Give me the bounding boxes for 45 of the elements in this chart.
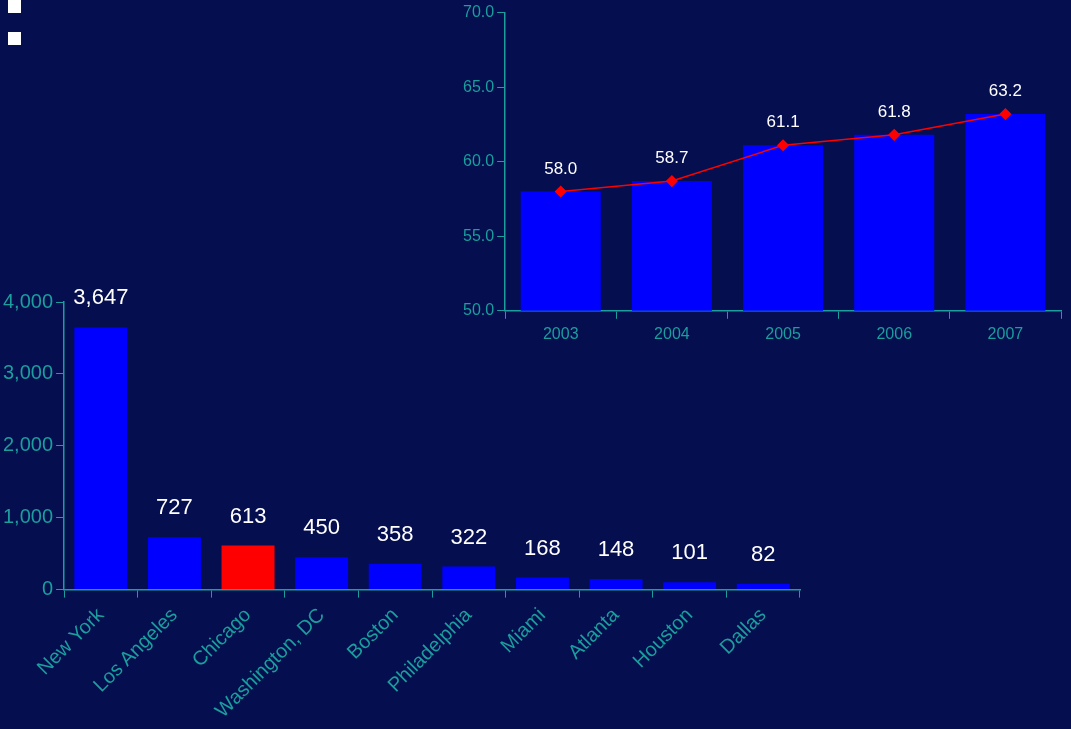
y-tick-label: 60.0 — [463, 152, 495, 170]
data-label: 358 — [376, 520, 414, 546]
y-tick-label: 65.0 — [463, 77, 495, 95]
y-tick-label: 1,000 — [2, 505, 54, 528]
data-label: 58.7 — [655, 148, 689, 168]
bar — [295, 557, 349, 590]
x-tick-label: 2005 — [765, 324, 801, 342]
bar — [368, 563, 422, 590]
data-label: 61.8 — [877, 102, 911, 122]
x-tick-label: 2003 — [542, 324, 579, 342]
point — [999, 108, 1012, 120]
bar — [147, 537, 201, 590]
data-label: 148 — [597, 536, 635, 562]
bar — [74, 327, 128, 590]
data-label: 450 — [303, 514, 340, 540]
bar — [736, 583, 790, 590]
point — [666, 175, 678, 187]
data-label: 61.1 — [766, 112, 800, 132]
y-tick-label: 70.0 — [463, 3, 495, 21]
point — [554, 185, 567, 198]
y-tick-label: 0 — [41, 577, 54, 600]
data-label: 322 — [450, 523, 488, 549]
y-tick-label: 3,000 — [2, 361, 54, 384]
x-tick-label: 2006 — [876, 324, 913, 342]
data-label: 82 — [750, 540, 776, 566]
point — [888, 129, 900, 141]
data-label: 727 — [156, 494, 193, 520]
point — [777, 139, 789, 152]
data-label: 613 — [229, 502, 267, 528]
data-label: 3,647 — [73, 284, 129, 310]
data-label: 168 — [524, 534, 561, 560]
y-tick-label: 2,000 — [2, 433, 54, 456]
data-label: 101 — [671, 539, 708, 565]
bar — [515, 577, 569, 590]
bar — [663, 582, 717, 590]
y-tick-label: 4,000 — [2, 289, 54, 312]
x-tick-label: 2007 — [987, 324, 1024, 342]
data-label: 58.0 — [544, 158, 578, 178]
y-tick-label: 50.0 — [463, 301, 495, 319]
bar — [589, 578, 643, 590]
bar — [442, 566, 496, 590]
data-label: 63.2 — [988, 81, 1022, 101]
y-tick-label: 55.0 — [463, 226, 495, 244]
x-tick-label: 2004 — [654, 324, 690, 342]
bar — [221, 545, 275, 590]
